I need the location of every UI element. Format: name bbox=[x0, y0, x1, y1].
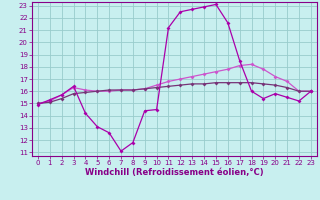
X-axis label: Windchill (Refroidissement éolien,°C): Windchill (Refroidissement éolien,°C) bbox=[85, 168, 264, 177]
